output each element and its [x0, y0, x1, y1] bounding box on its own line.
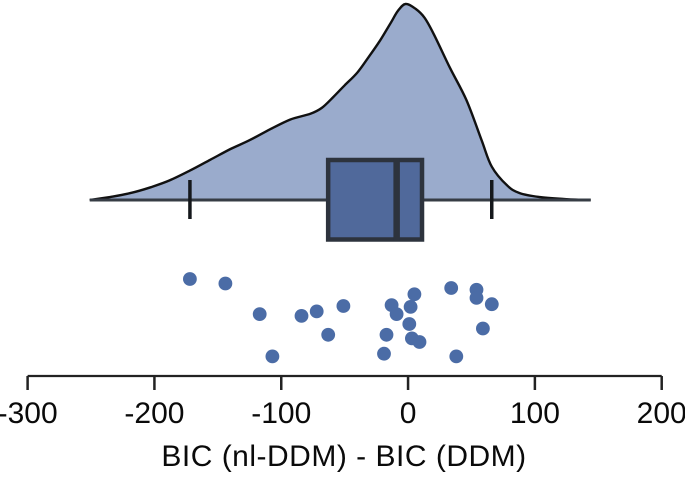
data-point [294, 309, 309, 323]
data-point [252, 307, 267, 321]
data-point [389, 307, 404, 321]
x-tick-label: -200 [124, 397, 184, 430]
data-point [407, 287, 422, 302]
density-area [89, 3, 591, 200]
x-axis-label: BIC (nl-DDM) - BIC (DDM) [161, 440, 526, 473]
data-point [265, 349, 280, 364]
density-outline [89, 2, 591, 202]
x-tick-label: 100 [510, 397, 560, 430]
x-axis: -300 -200 -100 0 100 200 [0, 374, 685, 430]
data-point [321, 327, 336, 342]
data-point [309, 304, 324, 319]
boxplot [325, 157, 425, 242]
scatter-points [183, 272, 499, 364]
whiskers [188, 180, 494, 219]
data-point [476, 321, 490, 336]
x-tick-label: -300 [0, 397, 58, 430]
data-point [218, 276, 233, 291]
data-point [484, 297, 499, 312]
density-layer [89, 2, 591, 202]
x-tick-label: 0 [400, 397, 417, 430]
data-point [336, 299, 351, 313]
x-tick-label: 200 [637, 397, 685, 430]
data-point [402, 317, 417, 331]
x-tick-label: -100 [251, 397, 311, 430]
data-point [449, 349, 464, 364]
data-point [183, 272, 197, 286]
x-axis-ticks: -300 -200 -100 0 100 200 [0, 376, 685, 430]
data-point [377, 346, 391, 361]
data-point [412, 335, 427, 349]
data-point [469, 291, 484, 305]
box [325, 157, 425, 242]
data-point [444, 281, 459, 295]
data-point [379, 327, 394, 342]
data-point [403, 300, 418, 314]
